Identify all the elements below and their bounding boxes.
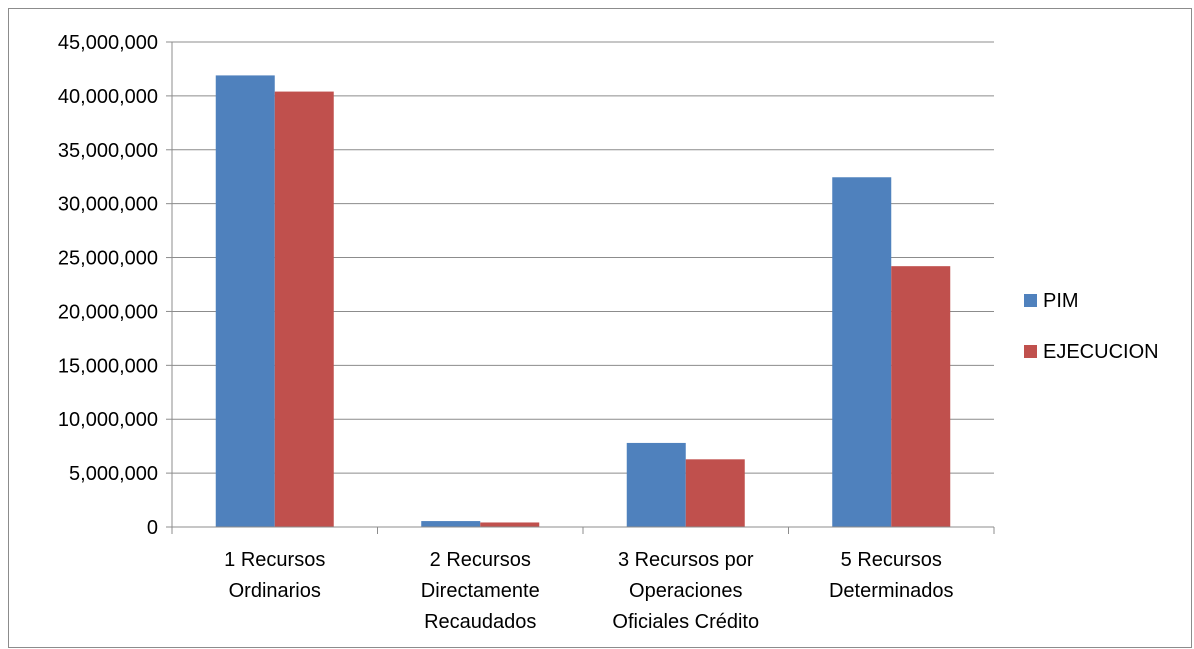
x-tick-label: 2 Recursos Directamente Recaudados	[421, 549, 540, 633]
x-tick-label: 1 Recursos Ordinarios	[224, 549, 325, 602]
x-tick-label-line: Oficiales Crédito	[612, 611, 759, 633]
legend: PIM EJECUCION	[1024, 290, 1159, 363]
x-tick-labels: 1 Recursos Ordinarios 2 Recursos Directamen…	[224, 549, 953, 633]
y-tick-label: 10,000,000	[58, 409, 158, 431]
y-tick-label: 30,000,000	[58, 194, 158, 216]
legend-label-pim: PIM	[1043, 290, 1079, 312]
y-tick-label: 20,000,000	[58, 301, 158, 323]
bars	[215, 75, 951, 528]
chart-frame: 0 5,000,000 10,000,000 15,000,000 20,000,000…	[8, 8, 1192, 648]
x-tick-label-line: Recaudados	[424, 611, 536, 633]
x-tick-label-line: 1 Recursos	[224, 549, 325, 571]
y-tick-label: 40,000,000	[58, 86, 158, 108]
bar-ejecucion-1	[274, 91, 334, 528]
y-tick-label: 25,000,000	[58, 248, 158, 270]
y-tick-label: 35,000,000	[58, 140, 158, 162]
y-tick-label: 45,000,000	[58, 32, 158, 54]
legend-swatch-pim	[1024, 294, 1037, 307]
x-tick-label-line: 3 Recursos por	[618, 549, 754, 571]
legend-label-ejecucion: EJECUCION	[1043, 341, 1159, 363]
x-tick-label-line: Operaciones	[629, 580, 742, 602]
y-tick-labels: 0 5,000,000 10,000,000 15,000,000 20,000,000…	[58, 32, 158, 539]
axes	[166, 41, 995, 534]
bar-pim-3	[626, 442, 686, 527]
bar-pim-1	[215, 75, 275, 528]
x-tick-label-line: Directamente	[421, 580, 540, 602]
x-tick-label-line: Determinados	[829, 580, 954, 602]
x-tick-label-line: Ordinarios	[229, 580, 321, 602]
x-tick-label: 5 Recursos Determinados	[829, 549, 954, 602]
x-tick-label: 3 Recursos por Operaciones Oficiales Crédi…	[612, 549, 759, 633]
bar-pim-2	[421, 521, 481, 527]
bar-chart: 0 5,000,000 10,000,000 15,000,000 20,000,000…	[58, 32, 1159, 633]
y-tick-label: 15,000,000	[58, 355, 158, 377]
y-tick-label: 0	[147, 517, 158, 539]
bar-ejecucion-4	[891, 266, 951, 527]
bar-pim-4	[832, 177, 892, 527]
bar-ejecucion-2	[480, 522, 540, 527]
y-tick-label: 5,000,000	[69, 463, 158, 485]
bar-ejecucion-3	[685, 459, 745, 527]
legend-swatch-ejecucion	[1024, 345, 1037, 358]
x-tick-label-line: 5 Recursos	[841, 549, 942, 571]
x-tick-label-line: 2 Recursos	[430, 549, 531, 571]
